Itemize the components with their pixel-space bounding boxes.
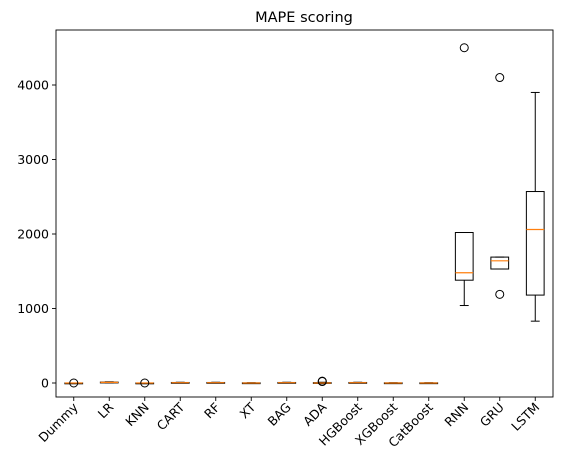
- box-catboost: [419, 382, 439, 385]
- x-tick-label: LR: [95, 399, 117, 421]
- plot-area: [64, 43, 545, 388]
- x-tick-label: XT: [236, 399, 258, 421]
- x-tick-label: GRU: [477, 400, 507, 430]
- x-tick-label: Dummy: [35, 399, 81, 445]
- box-xgboost: [383, 382, 403, 385]
- x-tick-label: LSTM: [508, 400, 542, 434]
- outlier-point: [459, 43, 469, 53]
- axes-frame: [55, 29, 554, 398]
- x-tick-label: CART: [154, 399, 188, 433]
- y-tick-label: 0: [41, 376, 49, 391]
- box-dummy: [64, 378, 84, 388]
- iqr-box: [525, 191, 545, 296]
- y-tick-label: 2000: [17, 227, 49, 242]
- box-hgboost: [348, 381, 368, 384]
- box-gru: [490, 73, 510, 299]
- box-ada: [312, 376, 332, 387]
- x-tick-label: RNN: [441, 400, 471, 430]
- y-axis: 0 1000 2000 3000 4000: [17, 78, 56, 391]
- box-rf: [206, 381, 226, 384]
- outlier-point: [140, 378, 150, 388]
- x-axis: Dummy LR KNN CART RF XT BAG ADAHGBoostXGBoostCa…: [35, 397, 542, 450]
- iqr-box: [454, 232, 474, 281]
- outlier-point: [495, 289, 505, 299]
- outlier-point: [317, 376, 327, 386]
- outlier-point: [495, 73, 505, 83]
- box-rnn: [454, 43, 474, 307]
- box-bag: [277, 381, 297, 384]
- y-tick-label: 3000: [17, 152, 49, 167]
- chart-title: MAPE scoring: [255, 10, 353, 26]
- outlier-point: [69, 378, 79, 388]
- y-tick-label: 1000: [17, 301, 49, 316]
- box-knn: [135, 378, 155, 388]
- x-tick-label: ADA: [300, 399, 330, 429]
- x-tick-label: BAG: [264, 400, 293, 429]
- x-tick-label: RF: [201, 400, 223, 422]
- box-xt: [241, 382, 261, 385]
- box-cart: [170, 381, 190, 384]
- box-lr: [99, 381, 119, 384]
- y-tick-label: 4000: [17, 78, 49, 93]
- box-lstm: [525, 91, 545, 322]
- x-tick-label: KNN: [122, 400, 152, 430]
- iqr-box: [490, 256, 510, 270]
